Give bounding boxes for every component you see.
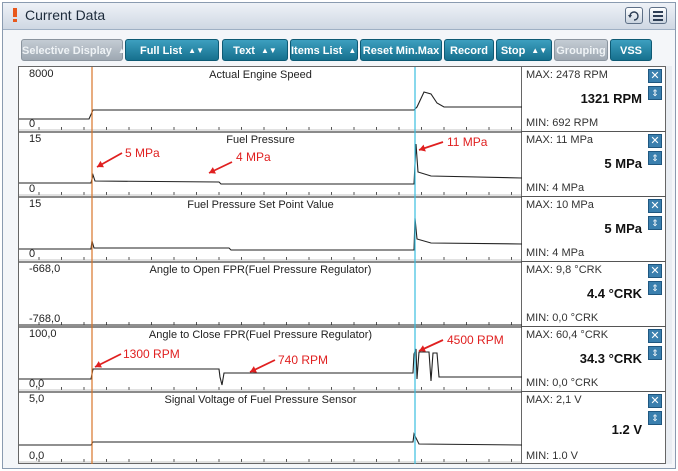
signal-trace [19, 217, 523, 251]
reorder-icon[interactable]: ⇕ [648, 86, 662, 100]
stat-min: MIN: 692 RPM [526, 117, 599, 129]
reorder-icon[interactable]: ⇕ [648, 281, 662, 295]
panel-title: Fuel Pressure [226, 134, 294, 146]
stat-current: 34.3 °CRK [579, 351, 642, 366]
stat-panel-engine-speed: MAX: 2478 RPM 1321 RPM MIN: 692 RPM ✕ ⇕ [522, 67, 666, 132]
updown-caret-icon: ▲▼ [260, 46, 277, 55]
annotation-label: 1300 RPM [123, 347, 180, 361]
scrollbar[interactable] [666, 66, 672, 464]
graph-area: 8000 0 Actual Engine Speed 15 0 Fuel Pressure… [18, 66, 523, 464]
annotation-arrowhead [95, 361, 102, 368]
updown-caret-icon: ▲▼ [188, 46, 204, 55]
reorder-icon[interactable]: ⇕ [648, 151, 662, 165]
vss-button[interactable]: VSS [610, 39, 652, 61]
close-icon[interactable]: ✕ [648, 394, 662, 408]
reset-min-max-button[interactable]: Reset Min.Max [360, 39, 442, 61]
annotation-arrowhead [97, 160, 104, 168]
graph-svg: 8000 0 Actual Engine Speed 15 0 Fuel Pressure… [19, 67, 523, 464]
retry-icon [628, 11, 639, 21]
stat-min: MIN: 4 MPa [526, 182, 585, 194]
stop-dropdown[interactable]: Stop ▲▼ [496, 39, 552, 61]
y-axis-min-label: 0 [29, 248, 35, 260]
y-axis-min-label: 0 [29, 118, 35, 130]
stat-current: 4.4 °CRK [586, 286, 642, 301]
panel-title: Fuel Pressure Set Point Value [187, 199, 334, 211]
panel-title: Angle to Close FPR(Fuel Pressure Regulat… [149, 329, 372, 341]
retry-button[interactable] [625, 7, 643, 24]
y-axis-max-label: 8000 [29, 68, 53, 80]
updown-caret-icon: ▲▼ [348, 46, 365, 55]
stat-max: MAX: 2,1 V [526, 394, 582, 406]
stat-panel-fuel-pressure-setpoint: MAX: 10 MPa 5 MPa MIN: 4 MPa ✕ ⇕ [522, 197, 666, 262]
grouping-button[interactable]: Grouping [554, 39, 608, 61]
stat-panel-fuel-pressure: MAX: 11 MPa 5 MPa MIN: 4 MPa ✕ ⇕ [522, 132, 666, 197]
stat-current: 1.2 V [611, 422, 642, 437]
y-axis-max-label: 15 [29, 198, 41, 210]
stat-panel-angle-open-fpr: MAX: 9,8 °CRK 4.4 °CRK MIN: 0,0 °CRK ✕ ⇕ [522, 262, 666, 327]
close-icon[interactable]: ✕ [648, 69, 662, 83]
record-button[interactable]: Record [444, 39, 494, 61]
selective-display-dropdown[interactable]: Selective Display▲▼ [21, 39, 134, 61]
y-axis-min-label: -768,0 [29, 313, 60, 325]
annotation-arrowhead [250, 366, 257, 373]
stats-column: MAX: 2478 RPM 1321 RPM MIN: 692 RPM ✕ ⇕ … [522, 66, 666, 464]
close-icon[interactable]: ✕ [648, 329, 662, 343]
stat-current: 1321 RPM [580, 91, 642, 106]
stat-current: 5 MPa [604, 221, 642, 236]
annotation-label: 4 MPa [236, 150, 271, 164]
panel-title: Angle to Open FPR(Fuel Pressure Regulato… [150, 264, 372, 276]
stat-max: MAX: 11 MPa [526, 134, 594, 146]
close-icon[interactable]: ✕ [648, 199, 662, 213]
signal-trace [19, 432, 523, 446]
signal-trace [19, 348, 522, 386]
list-menu-icon [653, 11, 663, 21]
reorder-icon[interactable]: ⇕ [648, 346, 662, 360]
y-axis-max-label: 100,0 [29, 328, 57, 340]
close-icon[interactable]: ✕ [648, 264, 662, 278]
reorder-icon[interactable]: ⇕ [648, 411, 662, 425]
y-axis-max-label: 5,0 [29, 393, 44, 405]
stat-min: MIN: 0,0 °CRK [526, 377, 599, 389]
title-bar: Current Data [3, 3, 675, 30]
y-axis-min-label: 0,0 [29, 450, 44, 462]
stat-max: MAX: 60,4 °CRK [526, 329, 609, 341]
alert-icon [13, 8, 17, 22]
stat-min: MIN: 0,0 °CRK [526, 312, 599, 324]
signal-trace [19, 91, 522, 120]
annotation-label: 11 MPa [447, 135, 488, 149]
panel-title: Signal Voltage of Fuel Pressure Sensor [164, 394, 356, 406]
stat-panel-signal-voltage: MAX: 2,1 V 1.2 V MIN: 1.0 V ✕ ⇕ [522, 392, 666, 464]
stat-panel-angle-close-fpr: MAX: 60,4 °CRK 34.3 °CRK MIN: 0,0 °CRK ✕… [522, 327, 666, 392]
stat-max: MAX: 9,8 °CRK [526, 264, 602, 276]
full-list-dropdown[interactable]: Full List ▲▼ [125, 39, 219, 61]
panel-title: Actual Engine Speed [209, 69, 312, 81]
y-axis-min-label: 0 [29, 183, 35, 195]
reorder-icon[interactable]: ⇕ [648, 216, 662, 230]
annotation-label: 740 RPM [278, 353, 328, 367]
annotation-arrowhead [419, 144, 426, 152]
annotation-label: 4500 RPM [447, 333, 504, 347]
y-axis-max-label: 15 [29, 133, 41, 145]
stat-current: 5 MPa [604, 156, 642, 171]
close-icon[interactable]: ✕ [648, 134, 662, 148]
stat-max: MAX: 10 MPa [526, 199, 594, 211]
y-axis-max-label: -668,0 [29, 263, 60, 275]
menu-button[interactable] [649, 7, 667, 24]
updown-caret-icon: ▲▼ [531, 46, 548, 55]
annotation-label: 5 MPa [125, 146, 160, 160]
items-list-dropdown[interactable]: Items List ▲▼ [290, 39, 364, 61]
toolbar: Selective Display▲▼ Full List▲▼ Text▲▼ I… [3, 30, 675, 66]
window-title: Current Data [25, 7, 106, 23]
annotation-arrowhead [209, 167, 216, 174]
y-axis-min-label: 0,0 [29, 378, 44, 390]
annotation-arrowhead [419, 345, 426, 352]
stat-max: MAX: 2478 RPM [526, 69, 608, 81]
stat-min: MIN: 4 MPa [526, 247, 585, 259]
stat-min: MIN: 1.0 V [526, 450, 578, 462]
text-dropdown[interactable]: Text ▲▼ [222, 39, 288, 61]
